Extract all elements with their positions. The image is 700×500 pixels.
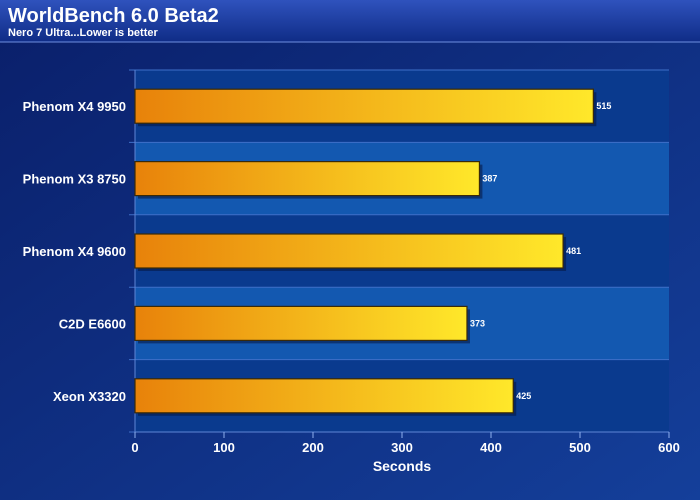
bar-value-label: 515: [596, 101, 611, 111]
chart-header: [0, 0, 700, 42]
category-label: Phenom X3 8750: [23, 172, 126, 187]
bar: [134, 88, 594, 124]
plot-area: 0 100 200 300 400 500 600 Phenom X4 9950 515 Phen…: [23, 69, 680, 455]
chart-title: WorldBench 6.0 Beta2: [8, 5, 219, 27]
category-label: Phenom X4 9600: [23, 244, 126, 259]
x-tick-label: 300: [391, 440, 413, 455]
x-axis-label: Seconds: [373, 458, 432, 474]
bar-value-label: 373: [470, 318, 485, 328]
x-tick-label: 600: [658, 440, 680, 455]
x-tick-label: 0: [131, 440, 138, 455]
bar: [134, 161, 481, 197]
bar-value-label: 387: [482, 174, 497, 184]
category-label: C2D E6600: [59, 316, 126, 331]
x-tick-label: 500: [569, 440, 591, 455]
chart-subtitle: Nero 7 Ultra...Lower is better: [8, 27, 158, 39]
bar: [134, 378, 514, 414]
bar: [134, 233, 564, 269]
bar-value-label: 425: [516, 391, 531, 401]
x-tick-label: 400: [480, 440, 502, 455]
bar: [134, 305, 468, 341]
category-label: Phenom X4 9950: [23, 99, 126, 114]
category-label: Xeon X3320: [53, 389, 126, 404]
x-tick-label: 200: [302, 440, 324, 455]
bar-value-label: 481: [566, 246, 581, 256]
x-tick-label: 100: [213, 440, 235, 455]
